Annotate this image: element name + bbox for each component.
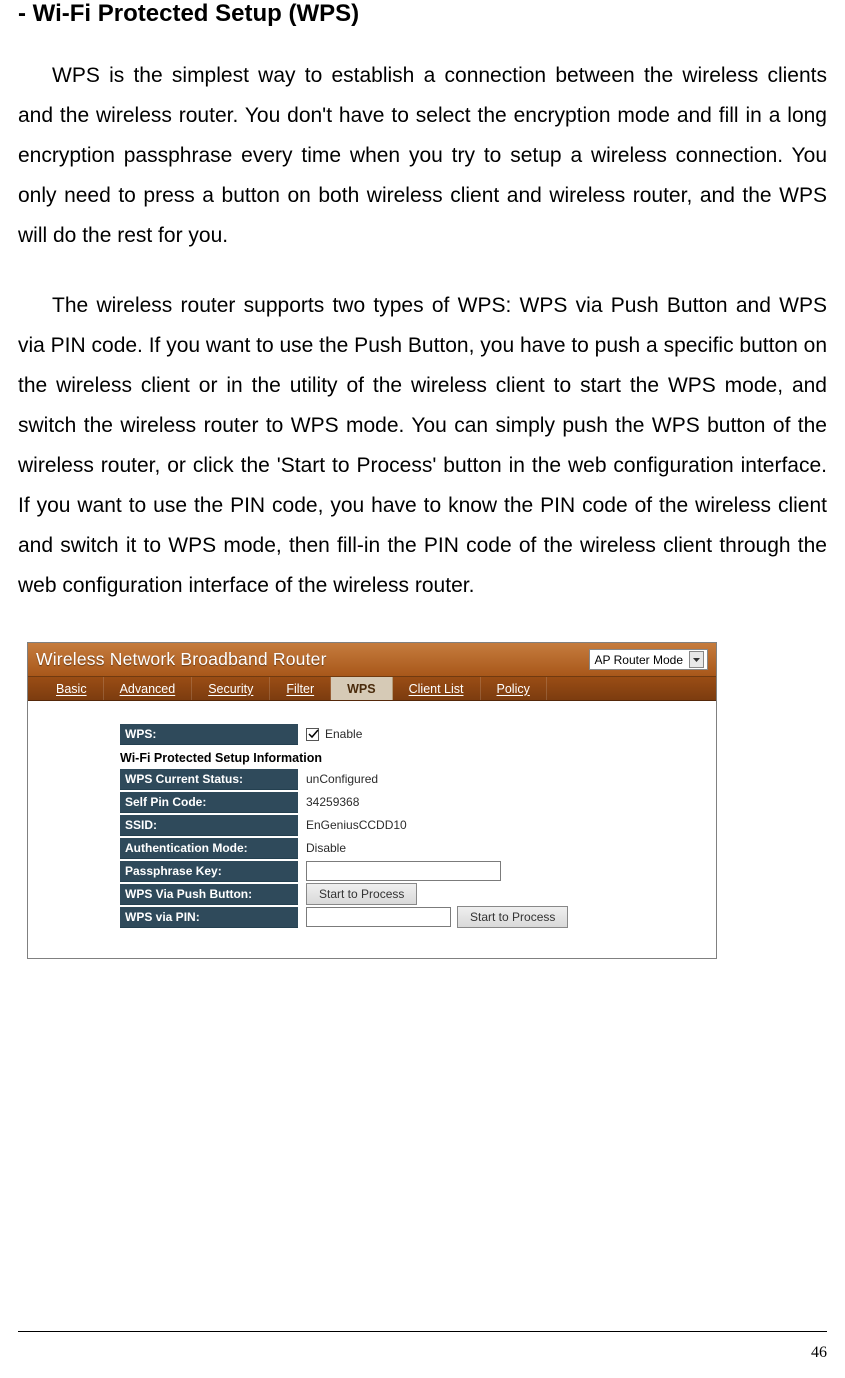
passphrase-label: Passphrase Key: bbox=[120, 861, 298, 882]
paragraph-2: The wireless router supports two types o… bbox=[18, 286, 827, 606]
auth-mode-value: Disable bbox=[298, 841, 702, 855]
wps-enable-text: Enable bbox=[325, 727, 362, 741]
tab-security[interactable]: Security bbox=[192, 677, 270, 700]
start-pushbutton-button[interactable]: Start to Process bbox=[306, 883, 417, 905]
paragraph-1: WPS is the simplest way to establish a c… bbox=[18, 56, 827, 256]
footer-divider bbox=[18, 1331, 827, 1332]
self-pin-value: 34259368 bbox=[298, 795, 702, 809]
tab-advanced[interactable]: Advanced bbox=[104, 677, 193, 700]
tab-policy[interactable]: Policy bbox=[481, 677, 547, 700]
self-pin-label: Self Pin Code: bbox=[120, 792, 298, 813]
tab-basic[interactable]: Basic bbox=[40, 677, 104, 700]
auth-mode-label: Authentication Mode: bbox=[120, 838, 298, 859]
tab-wps[interactable]: WPS bbox=[331, 677, 392, 700]
start-pin-button[interactable]: Start to Process bbox=[457, 906, 568, 928]
router-config-screenshot: Wireless Network Broadband Router AP Rou… bbox=[27, 642, 717, 959]
wps-pin-label: WPS via PIN: bbox=[120, 907, 298, 928]
tab-client-list[interactable]: Client List bbox=[393, 677, 481, 700]
checkmark-icon bbox=[307, 728, 320, 741]
ssid-value: EnGeniusCCDD10 bbox=[298, 818, 702, 832]
passphrase-input[interactable] bbox=[306, 861, 501, 881]
wps-info-header: Wi-Fi Protected Setup Information bbox=[120, 751, 702, 765]
wps-status-value: unConfigured bbox=[298, 772, 702, 786]
page-number: 46 bbox=[811, 1344, 827, 1362]
ssid-label: SSID: bbox=[120, 815, 298, 836]
tab-bar: Basic Advanced Security Filter WPS Clien… bbox=[28, 677, 716, 701]
router-topbar: Wireless Network Broadband Router AP Rou… bbox=[28, 643, 716, 677]
wps-enable-label: WPS: bbox=[120, 724, 298, 745]
wps-form: WPS: Enable Wi-Fi Protected Setup Inform… bbox=[28, 701, 716, 958]
wps-status-label: WPS Current Status: bbox=[120, 769, 298, 790]
wps-pin-input[interactable] bbox=[306, 907, 451, 927]
mode-select-value: AP Router Mode bbox=[595, 653, 684, 667]
chevron-down-icon bbox=[689, 651, 704, 668]
mode-select[interactable]: AP Router Mode bbox=[589, 649, 709, 670]
wps-pushbutton-label: WPS Via Push Button: bbox=[120, 884, 298, 905]
wps-enable-checkbox[interactable] bbox=[306, 728, 319, 741]
router-title: Wireless Network Broadband Router bbox=[36, 649, 589, 670]
tab-filter[interactable]: Filter bbox=[270, 677, 331, 700]
section-title: - Wi-Fi Protected Setup (WPS) bbox=[18, 0, 827, 28]
